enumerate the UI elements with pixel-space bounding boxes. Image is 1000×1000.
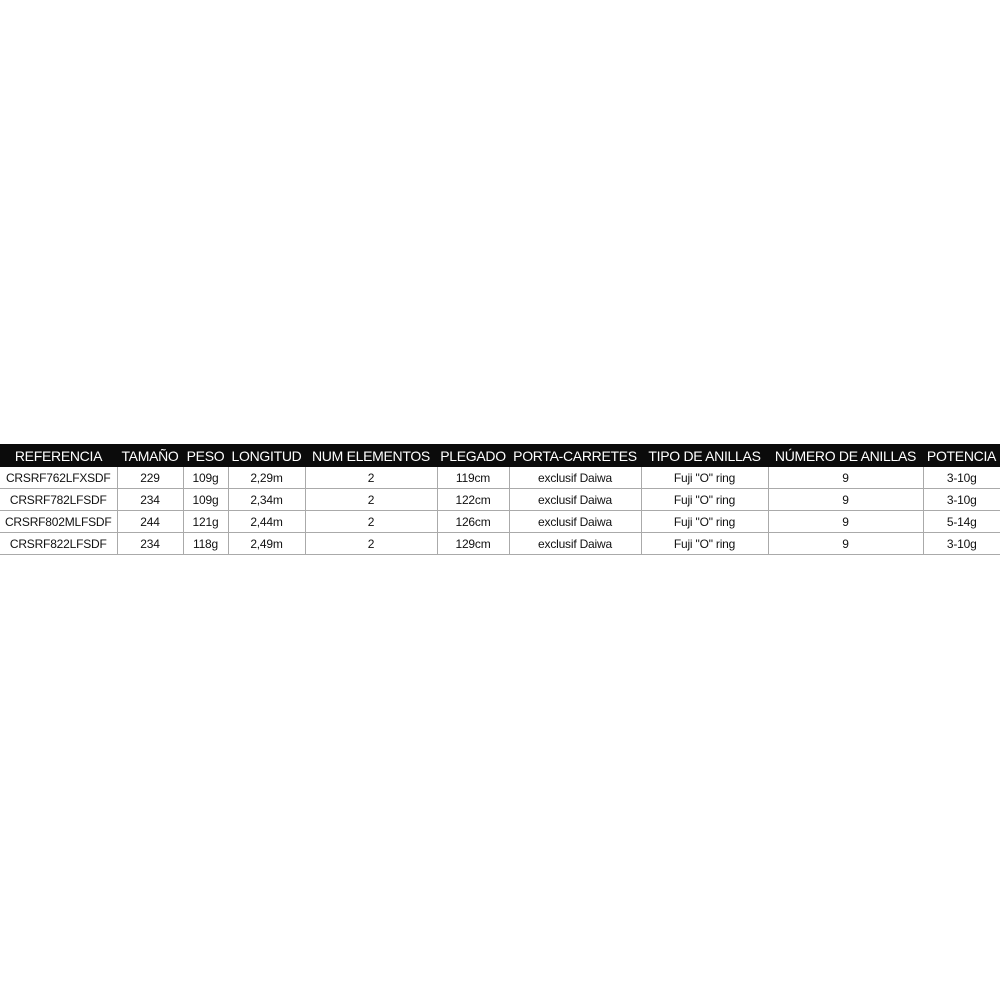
column-header: NUM ELEMENTOS: [305, 444, 437, 467]
table-cell: 126cm: [436, 510, 510, 533]
table-cell: 3-10g: [922, 467, 1000, 489]
table-cell: exclusif Daiwa: [508, 467, 642, 489]
table-cell: 9: [767, 467, 924, 489]
table-cell: 9: [767, 532, 924, 555]
table-cell: 118g: [182, 532, 229, 555]
table-cell: exclusif Daiwa: [508, 510, 642, 533]
table-cell: exclusif Daiwa: [508, 532, 642, 555]
spec-table: REFERENCIA TAMAÑO PESO LONGITUD NUM ELEMENTO…: [0, 444, 1000, 555]
table-cell: 3-10g: [922, 488, 1000, 511]
table-cell: exclusif Daiwa: [508, 488, 642, 511]
table-cell: 9: [767, 488, 924, 511]
column-header: TAMAÑO: [117, 444, 183, 467]
table-cell: 2: [304, 488, 438, 511]
table-cell: Fuji "O" ring: [640, 467, 769, 489]
table-cell: 109g: [182, 488, 229, 511]
table-cell: 234: [116, 532, 184, 555]
header-row: REFERENCIA TAMAÑO PESO LONGITUD NUM ELEMENTO…: [0, 444, 1000, 467]
column-header: TIPO DE ANILLAS: [641, 444, 768, 467]
table-cell: CRSRF782LFSDF: [0, 488, 118, 511]
table-cell: 2: [304, 467, 438, 489]
table-cell: 2,49m: [227, 532, 306, 555]
column-header: PESO: [183, 444, 228, 467]
table-cell: 2,29m: [227, 467, 306, 489]
column-header: REFERENCIA: [0, 444, 117, 467]
column-header: LONGITUD: [228, 444, 305, 467]
table-cell: 119cm: [436, 467, 510, 489]
table-cell: CRSRF802MLFSDF: [0, 510, 118, 533]
table-cell: Fuji "O" ring: [640, 510, 769, 533]
table-row: CRSRF802MLFSDF 244 121g 2,44m 2 126cm exclusif…: [0, 510, 1000, 533]
table-cell: 129cm: [436, 532, 510, 555]
column-header: NÚMERO DE ANILLAS: [768, 444, 923, 467]
table-row: CRSRF762LFXSDF 229 109g 2,29m 2 119cm exclusif…: [0, 467, 1000, 489]
table-cell: 109g: [182, 467, 229, 489]
table-cell: 121g: [182, 510, 229, 533]
table-row: CRSRF782LFSDF 234 109g 2,34m 2 122cm exclusif …: [0, 488, 1000, 511]
table-cell: 9: [767, 510, 924, 533]
table-cell: 2,44m: [227, 510, 306, 533]
table-cell: 3-10g: [922, 532, 1000, 555]
table-cell: 2: [304, 510, 438, 533]
column-header: PORTA-CARRETES: [509, 444, 641, 467]
table-cell: 2: [304, 532, 438, 555]
table-cell: 234: [116, 488, 184, 511]
table-cell: Fuji "O" ring: [640, 488, 769, 511]
table-cell: CRSRF762LFXSDF: [0, 467, 118, 489]
column-header: PLEGADO: [437, 444, 509, 467]
table-cell: 5-14g: [922, 510, 1000, 533]
table-cell: 229: [116, 467, 184, 489]
column-header: POTENCIA: [923, 444, 1000, 467]
table-cell: 244: [116, 510, 184, 533]
table-cell: 2,34m: [227, 488, 306, 511]
table-cell: 122cm: [436, 488, 510, 511]
table-row: CRSRF822LFSDF 234 118g 2,49m 2 129cm exclusif …: [0, 532, 1000, 555]
table-cell: CRSRF822LFSDF: [0, 532, 118, 555]
table-cell: Fuji "O" ring: [640, 532, 769, 555]
